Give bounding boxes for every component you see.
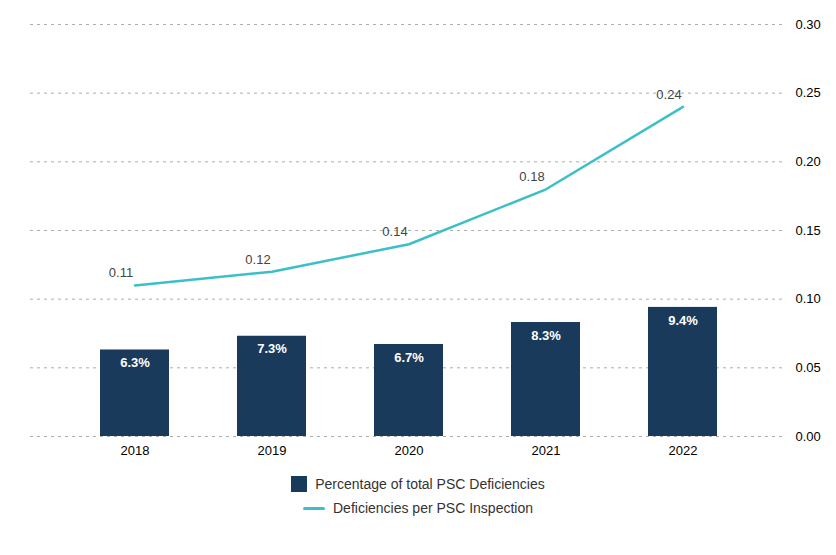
svg-text:0.10: 0.10: [796, 291, 821, 306]
svg-text:0.18: 0.18: [519, 169, 544, 184]
svg-text:2018: 2018: [121, 443, 150, 458]
svg-text:2022: 2022: [669, 443, 698, 458]
svg-text:6.3%: 6.3%: [120, 355, 150, 370]
svg-text:2019: 2019: [258, 443, 287, 458]
svg-text:7.3%: 7.3%: [257, 341, 287, 356]
svg-text:0.12: 0.12: [245, 252, 270, 267]
svg-text:0.30: 0.30: [796, 17, 821, 32]
svg-text:2021: 2021: [532, 443, 561, 458]
svg-text:8.3%: 8.3%: [531, 328, 561, 343]
svg-text:6.7%: 6.7%: [394, 350, 424, 365]
html-text:Deficiencies per PSC Inspectio: Deficiencies per PSC Inspection: [333, 500, 533, 516]
svg-text:2020: 2020: [395, 443, 424, 458]
svg-text:0.25: 0.25: [796, 85, 821, 100]
svg-text:0.20: 0.20: [796, 154, 821, 169]
svg-text:9.4%: 9.4%: [668, 313, 698, 328]
svg-text:0.11: 0.11: [109, 265, 133, 280]
html-text:Percentage of total PSC Defici: Percentage of total PSC Deficiencies: [315, 476, 545, 492]
svg-text:0.05: 0.05: [796, 360, 821, 375]
svg-text:0.00: 0.00: [796, 429, 821, 444]
svg-text:0.15: 0.15: [796, 223, 821, 238]
svg-text:0.14: 0.14: [382, 224, 407, 239]
svg-text:0.24: 0.24: [656, 87, 681, 102]
